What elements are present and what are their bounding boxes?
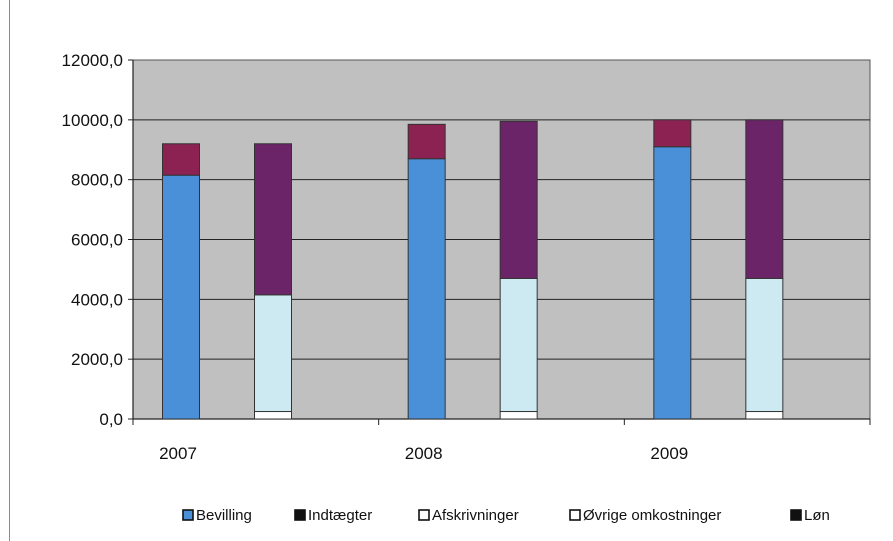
legend-label-oevrige-omkostninger: Øvrige omkostninger [583,507,721,524]
y-tick-label: 2000,0 [71,350,123,369]
legend-swatch-indtaegter [294,509,306,521]
income-bar-2009-indtaegter [653,119,692,148]
y-tick-label: 0,0 [99,410,123,429]
expense-bar-2007-afskrivninger [254,411,292,420]
legend-label-loen: Løn [804,507,830,524]
income-bar-2009-bevilling [653,146,692,420]
y-tick-label: 4000,0 [71,290,123,309]
y-tick-label: 6000,0 [71,231,123,250]
expense-bar-2009-oevrige-omkostninger [745,277,784,413]
income-bar-2007-bevilling [162,174,200,420]
left-frame-border [9,0,10,541]
y-tick-label: 10000,0 [62,111,123,130]
income-bar-2007-indtaegter [162,143,200,176]
legend-swatch-bevilling [182,509,194,521]
expense-bar-2008-oevrige-omkostninger [499,277,538,413]
legend-label-afskrivninger: Afskrivninger [432,507,519,524]
income-bar-2008-indtaegter [407,123,446,160]
legend-label-bevilling: Bevilling [196,507,252,524]
y-tick-label: 8000,0 [71,171,123,190]
x-tick-label-2009: 2009 [650,444,688,463]
expense-bar-2009-loen [745,119,784,279]
legend-swatch-oevrige-omkostninger [569,509,581,521]
x-tick-label-2007: 2007 [159,444,197,463]
x-tick-label-2008: 2008 [405,444,443,463]
expense-bar-2009-afskrivninger [745,411,784,420]
expense-bar-2007-loen [254,143,292,296]
legend-label-indtaegter: Indtægter [308,507,372,524]
expense-bar-2007-oevrige-omkostninger [254,294,292,413]
expense-bar-2008-loen [499,120,538,279]
legend-swatch-afskrivninger [418,509,430,521]
expense-bar-2008-afskrivninger [499,411,538,420]
y-tick-label: 12000,0 [62,51,123,70]
income-bar-2008-bevilling [407,158,446,420]
legend-swatch-loen [790,509,802,521]
